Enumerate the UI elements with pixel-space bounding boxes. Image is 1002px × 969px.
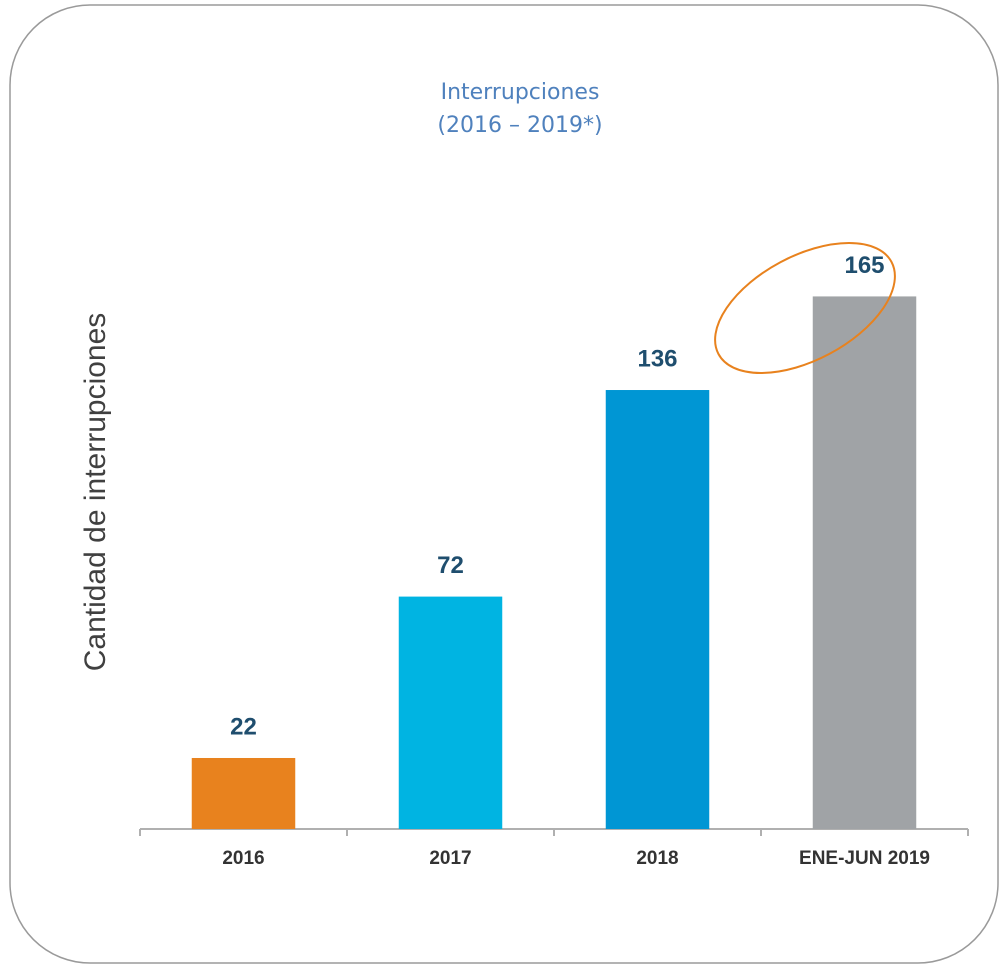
x-tick-label: 2016 xyxy=(222,848,264,869)
y-axis-label: Cantidad de interrupciones xyxy=(79,313,112,672)
x-tick-label: 2017 xyxy=(429,848,471,869)
frame xyxy=(9,4,999,964)
bar xyxy=(605,390,710,829)
value-label: 72 xyxy=(437,552,464,579)
value-label: 136 xyxy=(637,345,677,372)
bar xyxy=(812,296,917,830)
highlight-ellipse xyxy=(714,242,896,374)
bar xyxy=(191,757,296,829)
chart-title: Interrupciones xyxy=(441,80,600,105)
value-label: 165 xyxy=(844,252,884,279)
bar xyxy=(398,596,503,829)
x-tick-label: 2018 xyxy=(636,848,678,869)
value-label: 22 xyxy=(230,713,257,740)
plot: 2016 22 2017 72 2018 136 ENE-JUN 2019 165 xyxy=(139,252,969,869)
x-tick-label: ENE-JUN 2019 xyxy=(799,848,930,869)
chart-subtitle: (2016 – 2019*) xyxy=(437,113,602,138)
